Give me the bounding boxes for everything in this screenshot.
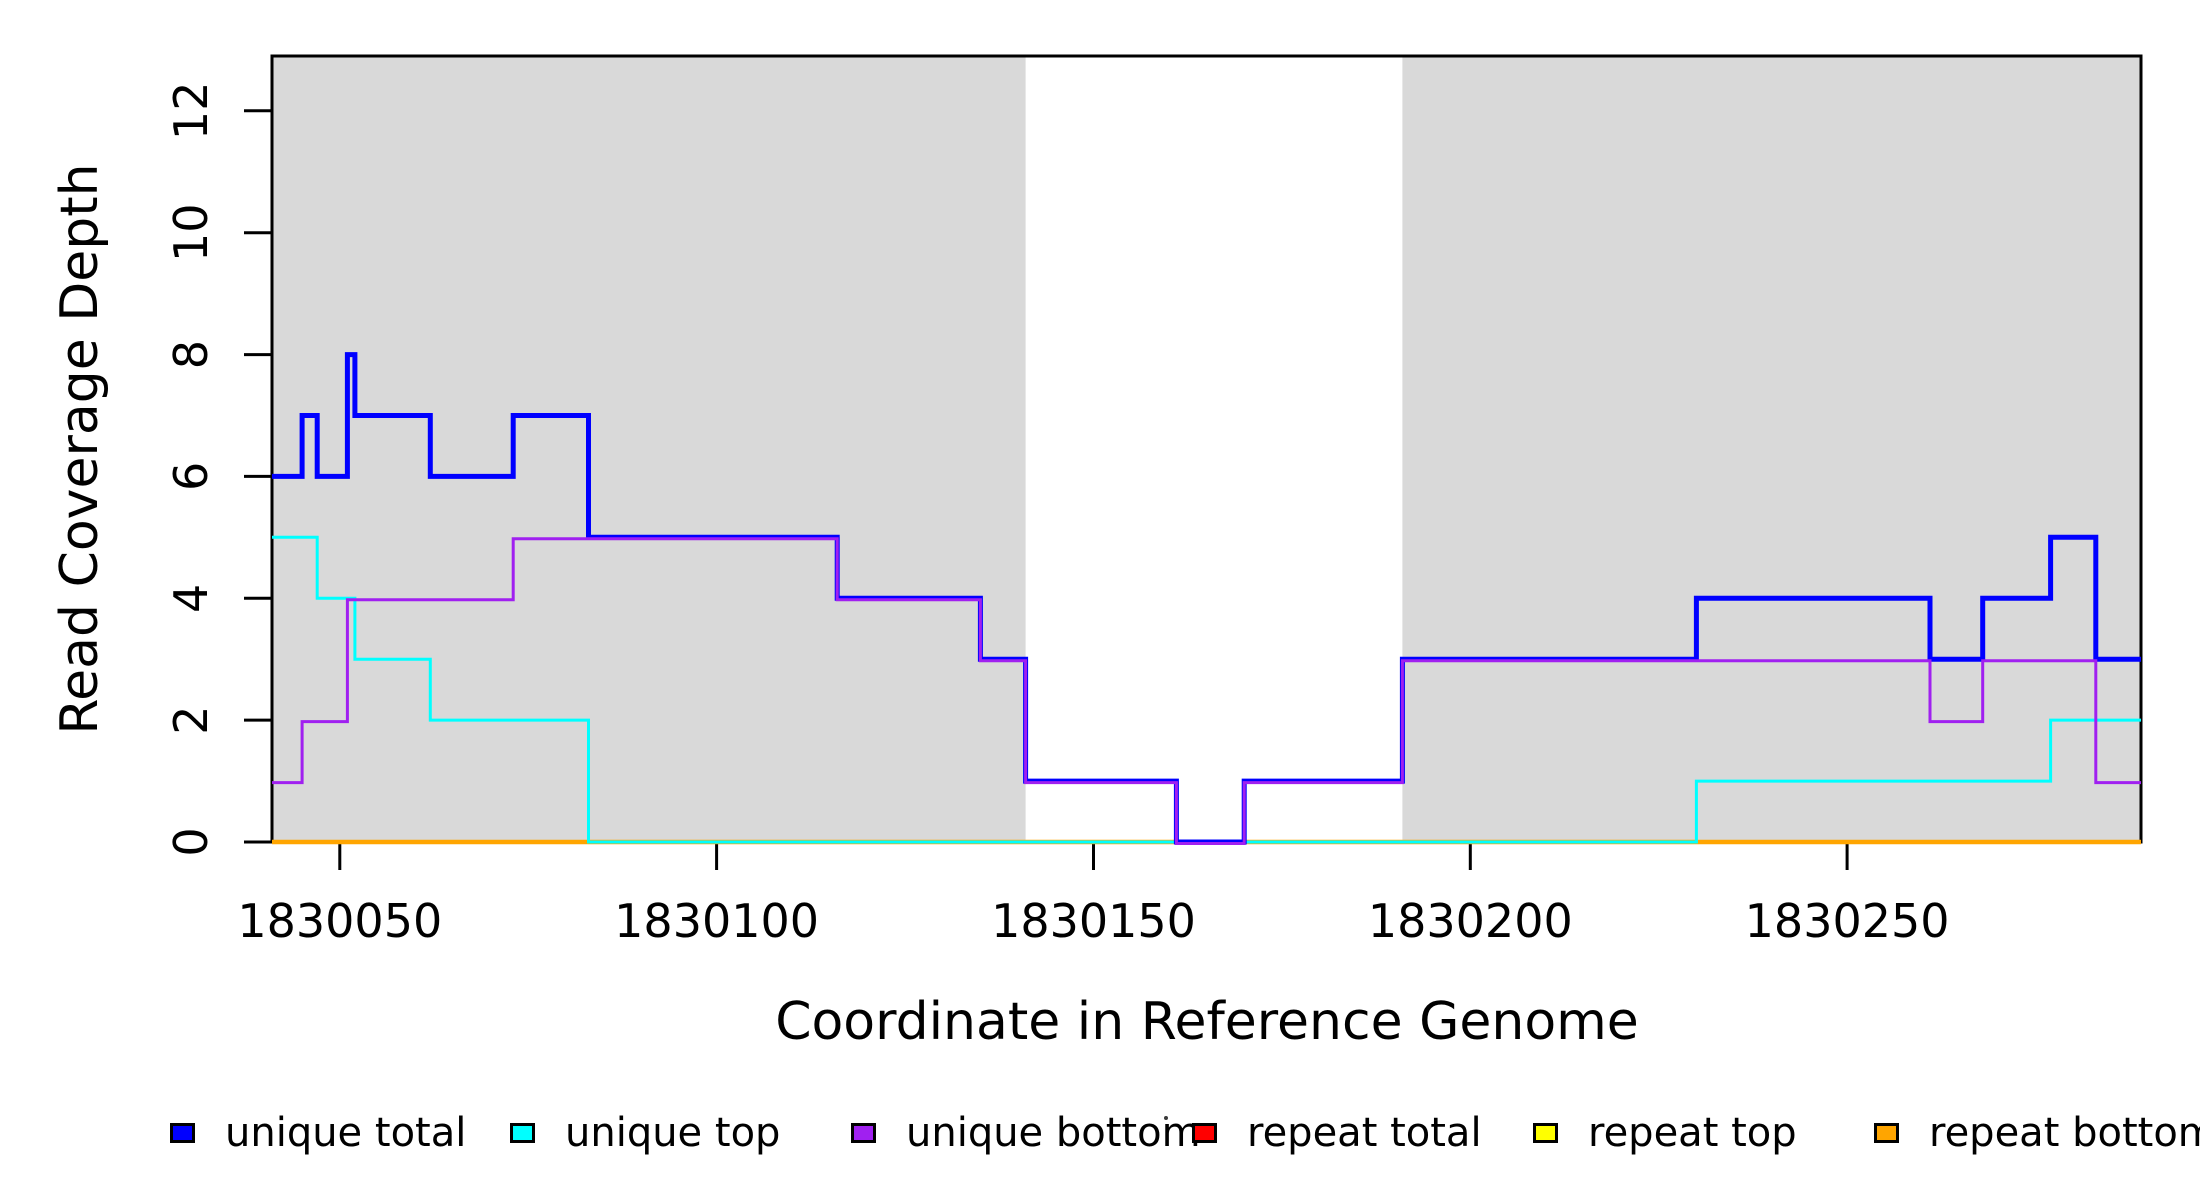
legend-item-unique-bottom: unique bottom bbox=[851, 1110, 1201, 1156]
x-axis-title: Coordinate in Reference Genome bbox=[775, 992, 1639, 1052]
y-tick-label: 2 bbox=[164, 705, 218, 734]
shaded-region-1 bbox=[272, 56, 1026, 842]
y-axis-title: Read Coverage Depth bbox=[50, 163, 110, 735]
y-tick-label: 12 bbox=[164, 82, 218, 141]
y-tick-label: 6 bbox=[164, 462, 218, 491]
legend-label: repeat top bbox=[1588, 1110, 1797, 1156]
y-tick-label: 4 bbox=[164, 584, 218, 613]
legend-swatch-repeat-top bbox=[1533, 1123, 1558, 1143]
x-tick-label: 1830150 bbox=[991, 894, 1196, 948]
stray-mark bbox=[1164, 1116, 1168, 1120]
legend-item-repeat-bottom: repeat bottom bbox=[1874, 1110, 2200, 1156]
x-tick-label: 1830100 bbox=[614, 894, 819, 948]
legend-item-repeat-total: repeat total bbox=[1192, 1110, 1482, 1156]
legend-label: unique total bbox=[225, 1110, 467, 1156]
legend-item-repeat-top: repeat top bbox=[1533, 1110, 1797, 1156]
legend-label: repeat total bbox=[1247, 1110, 1482, 1156]
legend-swatch-repeat-total bbox=[1192, 1123, 1217, 1143]
series-line-unique-bottom bbox=[272, 537, 2141, 845]
legend-label: unique bottom bbox=[906, 1110, 1201, 1156]
legend-item-unique-total: unique total bbox=[170, 1110, 466, 1156]
legend-swatch-repeat-bottom bbox=[1874, 1123, 1899, 1143]
legend-swatch-unique-bottom bbox=[851, 1123, 876, 1143]
x-tick-label: 1830200 bbox=[1368, 894, 1573, 948]
series-line-unique-top bbox=[272, 535, 2141, 844]
y-tick-label: 8 bbox=[164, 340, 218, 369]
y-tick-label: 10 bbox=[164, 203, 218, 262]
legend-label: repeat bottom bbox=[1929, 1110, 2200, 1156]
shaded-region-2 bbox=[1402, 56, 2141, 842]
y-tick-label: 0 bbox=[164, 827, 218, 856]
legend-label: unique top bbox=[565, 1110, 781, 1156]
legend-item-unique-top: unique top bbox=[510, 1110, 780, 1156]
legend-swatch-unique-top bbox=[510, 1123, 535, 1143]
legend-swatch-unique-total bbox=[170, 1123, 195, 1143]
x-tick-label: 1830250 bbox=[1745, 894, 1950, 948]
x-tick-label: 1830050 bbox=[237, 894, 442, 948]
